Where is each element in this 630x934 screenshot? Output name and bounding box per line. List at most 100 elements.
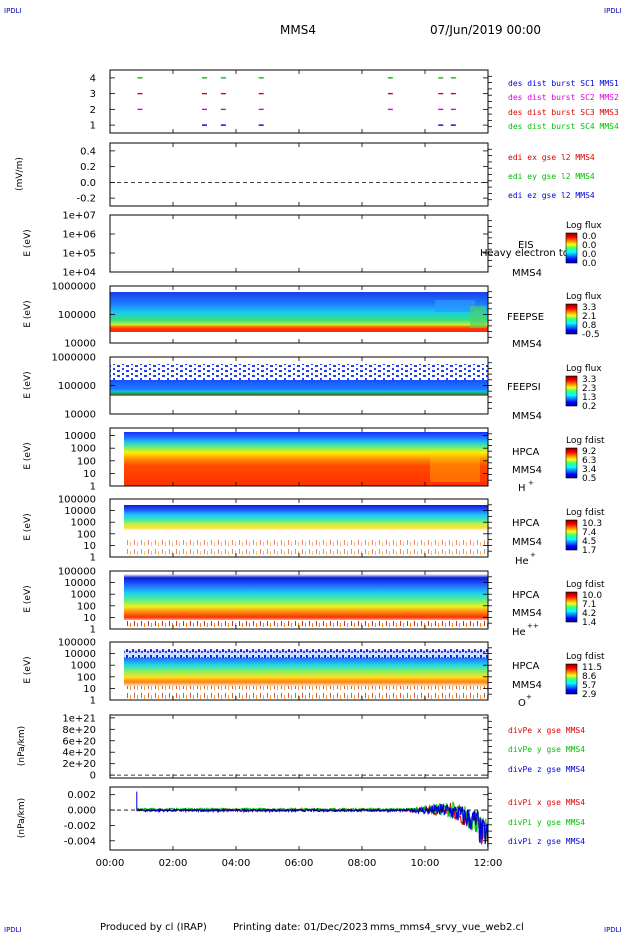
corner-tr-label: IPDLI: [604, 7, 622, 15]
hpca_he-colorbar-tick-label: 4.5: [582, 537, 596, 547]
panel-hpca-o-top-speckle: [124, 648, 488, 658]
panel-divpi-frame: [109, 786, 489, 851]
x-tick-label: 06:00: [285, 858, 314, 869]
hpca_o-ytick-label: 10: [83, 684, 96, 695]
legend-divpi-z: divPi z gse MMS4: [508, 837, 585, 846]
panel-hpca-hepp-instrument: HPCA: [512, 590, 540, 601]
panel-burst-marks: [137, 77, 456, 126]
hpca_o-ytick-label: 1: [90, 696, 96, 707]
panel-burst-frame: [109, 69, 489, 134]
divpi-ytick-label: 0.002: [67, 790, 96, 801]
hpca_o-ytick-label: 100: [77, 672, 96, 683]
panel-feepsi-colorbar-ticks: 3.32.31.30.2: [582, 375, 596, 412]
panel-hpca-h-instrument: HPCA: [512, 447, 540, 458]
panel-hpca-h-spacecraft: MMS4: [512, 465, 542, 476]
feepsi-colorbar-tick-label: 2.3: [582, 384, 596, 394]
legend-burst-sc4: des dist burst SC4 MMS4: [508, 122, 619, 131]
panel-hpca-hepp-ylabel: E (eV): [23, 585, 33, 612]
legend-divpe-x: divPe x gse MMS4: [508, 726, 585, 735]
panel-eis-instrument: EIS: [518, 240, 534, 251]
feepse-colorbar-tick-label: 0.8: [582, 321, 597, 331]
hpca_o-colorbar-tick-label: 5.7: [582, 681, 596, 691]
feepsi-colorbar-tick-label: 3.3: [582, 375, 596, 385]
burst-ytick-label: 4: [90, 73, 96, 84]
panel-divpe-frame: [109, 714, 489, 779]
hpca_he-ytick-label: 100000: [58, 495, 96, 506]
hpca_o-colorbar-tick-label: 8.6: [582, 672, 597, 682]
panel-burst: 1 2 3 4 des dist burst SC1 MMS1 des dist bu…: [90, 69, 619, 134]
feepsi-colorbar-tick-label: 0.2: [582, 402, 596, 412]
panel-hpca-hepp-colorbar-ticks: 10.07.14.21.4: [582, 591, 602, 628]
hpca_he-ytick-label: 10: [83, 541, 96, 552]
panel-feepsi-colorbar-title: Log flux: [566, 364, 602, 374]
date-title: 07/Jun/2019 00:00: [430, 23, 541, 37]
panel-feepsi: 1000000 100000 10000 E (eV) FEEPSI MMS4 Lo…: [23, 353, 602, 423]
panel-divpi-yaxis: 0.002 0.000 -0.002 -0.004: [64, 790, 492, 847]
panel-hpca-o-charge: +: [526, 693, 532, 701]
panel-feepsi-instrument: FEEPSI: [507, 382, 541, 393]
divpe-ytick-label: 8e+20: [62, 725, 96, 736]
legend-edi-ey: edi ey gse l2 MMS4: [508, 172, 595, 181]
legend-burst-sc1: des dist burst SC1 MMS1: [508, 79, 619, 88]
panel-eis-colorbar-title: Log flux: [566, 221, 602, 231]
hpca_hepp-ytick-label: 100000: [58, 567, 96, 578]
x-tick-label: 08:00: [348, 858, 377, 869]
panel-eis-yaxis: 1e+07 1e+06 1e+05 1e+04: [62, 211, 492, 279]
footer-printing-date: Printing date: 01/Dec/2023: [233, 922, 368, 933]
panel-divpi: 0.002 0.000 -0.002 -0.004 (nPa/km) divPi x …: [17, 786, 585, 851]
panel-hpca-o-colorbar: [565, 663, 578, 695]
hpca_hepp-ytick-label: 1000: [71, 590, 96, 601]
panel-feepse-edge-patch: [470, 306, 486, 328]
hpca_o-ytick-label: 10000: [64, 649, 96, 660]
panel-burst-yaxis: 1 2 3 4: [90, 73, 492, 132]
panel-hpca-h-burst-patch: [430, 452, 480, 482]
panel-eis-spacecraft: MMS4: [512, 268, 542, 279]
edi-ytick-label: 0.2: [80, 162, 96, 173]
hpca_h-ytick-label: 1: [90, 482, 96, 493]
eis-ytick-label: 1e+05: [62, 249, 96, 260]
hpca_o-colorbar-tick-label: 11.5: [582, 663, 602, 673]
hpca_o-ytick-label: 100000: [58, 638, 96, 649]
panel-hpca-h-species: H: [518, 483, 526, 494]
legend-divpi-y: divPi y gse MMS4: [508, 818, 585, 827]
divpi-ytick-label: -0.004: [64, 836, 96, 847]
panel-feepse-ylabel: E (eV): [23, 300, 33, 327]
divpi-ytick-label: -0.002: [64, 821, 96, 832]
panel-hpca-h-colorbar: [565, 447, 578, 479]
feepsi-ytick-label: 10000: [64, 410, 96, 421]
divpe-ytick-label: 1e+21: [62, 713, 96, 724]
panel-hpca-he-instrument: HPCA: [512, 518, 540, 529]
panel-hpca-he-colorbar-title: Log fdist: [566, 508, 605, 518]
panel-divpi-ylabel: (nPa/km): [17, 798, 27, 838]
hpca_h-colorbar-tick-label: 9.2: [582, 447, 596, 457]
panel-edi-ylabel: (mV/m): [15, 157, 25, 191]
hpca_he-ytick-label: 100: [77, 529, 96, 540]
panel-hpca-hepp-charge: ++: [527, 622, 539, 630]
legend-burst-sc3: des dist burst SC3 MMS3: [508, 108, 619, 117]
burst-ytick-label: 1: [90, 121, 96, 132]
panel-hpca-he-spacecraft: MMS4: [512, 537, 542, 548]
feepse-ytick-label: 10000: [64, 339, 96, 350]
legend-burst-sc2: des dist burst SC2 MMS2: [508, 93, 619, 102]
panel-hpca-h-ylabel: E (eV): [23, 442, 33, 469]
divpi-ytick-label: 0.000: [67, 806, 96, 817]
panel-hpca-h-charge: +: [528, 479, 534, 487]
edi-ytick-label: -0.2: [76, 194, 96, 205]
hpca_hepp-colorbar-tick-label: 1.4: [582, 618, 597, 628]
divpe-ytick-label: 6e+20: [62, 736, 96, 747]
panel-edi-yaxis: 0.4 0.2 0.0 -0.2: [76, 146, 492, 205]
panel-hpca-he-speckle: [124, 537, 488, 556]
panel-hpca-he-ylabel: E (eV): [23, 513, 33, 540]
hpca_h-ytick-label: 10: [83, 469, 96, 480]
panel-hpca-o-bottom-speckle: [124, 686, 488, 700]
panel-hpca-he-charge: +: [530, 551, 536, 559]
panel-eis-ylabel: E (eV): [23, 229, 33, 256]
corner-bl-label: IPDLI: [4, 926, 22, 934]
hpca_he-colorbar-tick-label: 7.4: [582, 528, 597, 538]
panel-feepse-burst-patch: [435, 300, 475, 312]
